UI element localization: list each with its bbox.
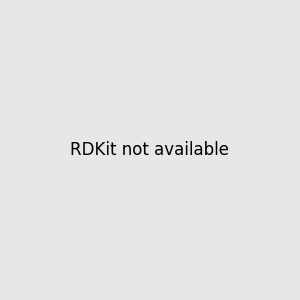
Text: RDKit not available: RDKit not available — [70, 141, 230, 159]
